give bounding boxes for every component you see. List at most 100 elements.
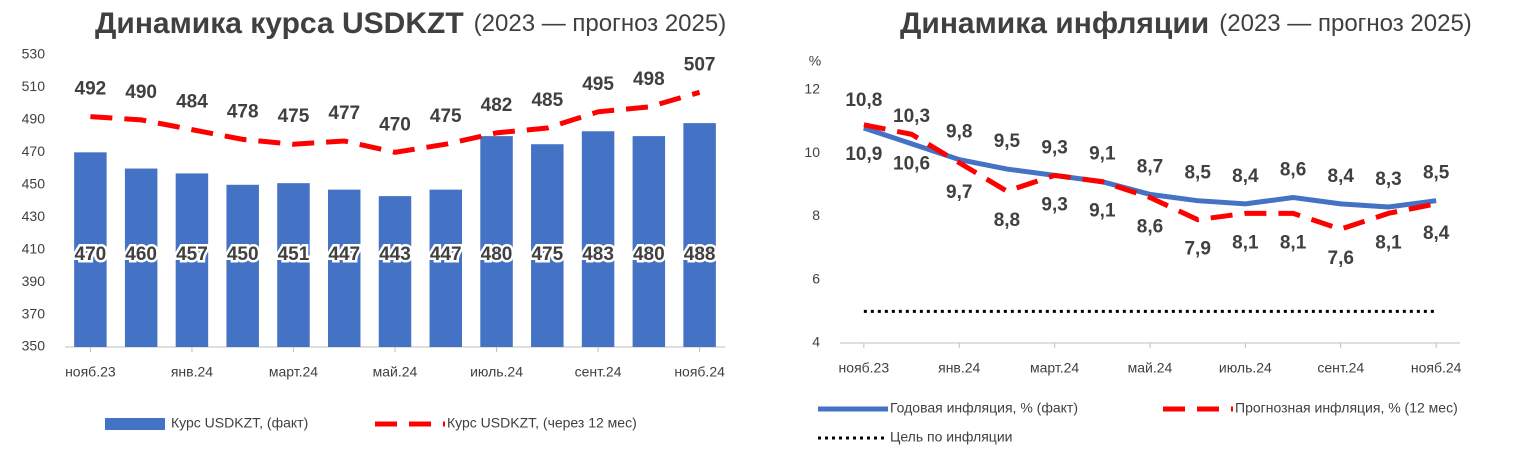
y-tick-label: 12 (804, 81, 820, 97)
y-tick-label: 10 (804, 144, 820, 160)
value-label: 488 (684, 244, 716, 265)
y-tick-label: 470 (22, 143, 46, 159)
value-label: 447 (430, 244, 462, 265)
y-tick-label: 390 (22, 273, 46, 289)
bar (632, 136, 666, 347)
value-label: 8,1 (1280, 232, 1307, 253)
value-label: 8,6 (1137, 217, 1163, 238)
value-label: 475 (278, 106, 310, 127)
x-tick-label: июль.24 (470, 364, 523, 380)
y-tick-label: 450 (22, 175, 46, 191)
value-label: 9,7 (946, 182, 972, 203)
y-tick-label: 490 (22, 111, 46, 127)
value-label: 475 (531, 244, 563, 265)
series-line (863, 122, 1437, 232)
value-label: 9,5 (994, 131, 1021, 152)
value-label: 507 (684, 54, 716, 75)
chart-title: Динамика инфляции (2023 — прогноз 2025) (900, 7, 1472, 40)
value-label: 8,5 (1423, 163, 1450, 184)
value-label: 7,6 (1328, 248, 1354, 269)
value-label: 8,4 (1328, 166, 1355, 187)
value-label: 470 (75, 244, 107, 265)
bar (480, 136, 513, 347)
y-tick-label: 430 (22, 208, 46, 224)
value-label: 8,4 (1423, 223, 1450, 244)
x-tick-label: янв.24 (171, 364, 213, 380)
value-label: 8,7 (1137, 156, 1163, 177)
title: Динамика инфляции (900, 7, 1209, 40)
value-label: 10,9 (845, 144, 882, 165)
value-label: 443 (379, 244, 411, 265)
value-label: 460 (125, 244, 157, 265)
bar (124, 168, 158, 347)
value-label: 447 (328, 244, 360, 265)
bar (683, 123, 716, 347)
series-line (863, 125, 1437, 210)
value-label: 8,5 (1184, 163, 1211, 184)
value-label: 492 (75, 79, 107, 100)
value-label: 10,6 (893, 153, 930, 174)
value-label: 475 (430, 106, 462, 127)
legend-label: Цель по инфляции (890, 429, 1012, 445)
value-label: 482 (481, 95, 513, 116)
value-label: 9,8 (946, 122, 972, 143)
bar (226, 184, 259, 347)
value-label: 498 (633, 69, 665, 90)
value-label: 483 (582, 244, 614, 265)
value-label: 8,1 (1232, 232, 1259, 253)
x-tick-label: май.24 (373, 364, 418, 380)
value-label: 485 (531, 90, 563, 111)
legend-label: Прогнозная инфляция, % (12 мес) (1235, 400, 1458, 416)
x-tick-label: нояб.23 (839, 360, 890, 376)
value-label: 9,3 (1041, 137, 1067, 158)
bar (277, 183, 310, 347)
subtitle: (2023 — прогноз 2025) (474, 10, 727, 37)
value-label: 450 (227, 244, 259, 265)
value-label: 10,3 (893, 106, 930, 127)
value-label: 9,1 (1089, 144, 1116, 165)
value-label: 8,3 (1375, 169, 1401, 190)
value-label: 451 (278, 244, 310, 265)
y-tick-label: 8 (812, 207, 820, 223)
y-tick-label: 370 (22, 305, 46, 321)
x-tick-label: сент.24 (1317, 360, 1364, 376)
value-label: 8,1 (1375, 232, 1402, 253)
y-tick-label: 410 (22, 240, 46, 256)
x-tick-label: янв.24 (938, 360, 980, 376)
value-label: 495 (582, 74, 614, 95)
legend-label: Курс USDKZT, (через 12 мес) (447, 415, 637, 431)
bar (378, 196, 412, 347)
x-tick-label: нояб.24 (674, 364, 725, 380)
y-tick-label: 350 (22, 338, 46, 354)
x-tick-label: сент.24 (575, 364, 622, 380)
y-tick-label: 510 (22, 78, 46, 94)
legend-label: Курс USDKZT, (факт) (171, 415, 308, 431)
x-tick-label: нояб.23 (65, 364, 116, 380)
bar (581, 131, 615, 347)
title: Динамика курса USDKZT (95, 7, 464, 40)
value-label: 490 (125, 82, 157, 103)
value-label: 10,8 (845, 90, 882, 111)
x-tick-label: нояб.24 (1411, 360, 1462, 376)
value-label: 480 (481, 244, 513, 265)
x-tick-label: май.24 (1128, 360, 1173, 376)
bar (327, 189, 361, 347)
chart-title: Динамика курса USDKZT (2023 — прогноз 202… (95, 7, 726, 40)
x-tick-label: июль.24 (1219, 360, 1272, 376)
x-tick-label: март.24 (1030, 360, 1079, 376)
value-label: 457 (176, 244, 208, 265)
bar (429, 189, 463, 347)
value-label: 484 (176, 92, 208, 113)
y-axis-label: % (809, 53, 821, 69)
value-label: 478 (227, 101, 259, 122)
series-line (90, 89, 701, 155)
y-tick-label: 4 (812, 334, 820, 350)
bar (531, 144, 564, 347)
value-label: 9,1 (1089, 201, 1116, 222)
y-tick-label: 530 (22, 46, 46, 62)
bar (175, 173, 209, 347)
x-tick-label: март.24 (269, 364, 318, 380)
legend-label: Годовая инфляция, % (факт) (890, 400, 1078, 416)
value-label: 7,9 (1184, 239, 1210, 260)
